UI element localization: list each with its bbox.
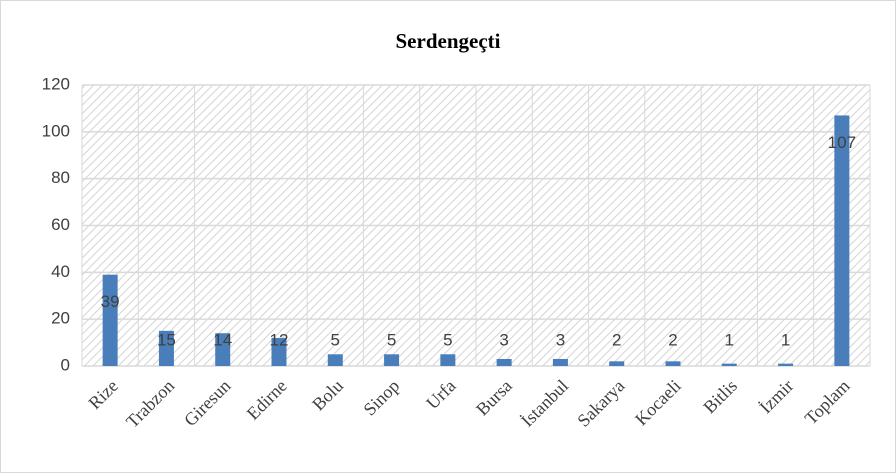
bar xyxy=(327,354,343,366)
data-label: 12 xyxy=(270,330,289,349)
data-label: 1 xyxy=(725,330,734,349)
y-tick-label: 20 xyxy=(51,309,70,328)
data-label: 14 xyxy=(213,330,232,349)
bar xyxy=(609,361,625,366)
y-tick-label: 100 xyxy=(42,121,70,140)
bar xyxy=(496,358,512,366)
bar xyxy=(102,274,118,366)
bar xyxy=(721,363,737,366)
data-label: 15 xyxy=(157,330,176,349)
bar xyxy=(271,337,287,366)
y-tick-label: 120 xyxy=(42,74,70,93)
bar xyxy=(158,330,174,366)
data-label: 2 xyxy=(612,330,621,349)
y-tick-label: 40 xyxy=(51,262,70,281)
data-label: 5 xyxy=(387,330,396,349)
data-label: 39 xyxy=(101,292,120,311)
data-label: 1 xyxy=(781,330,790,349)
bar xyxy=(834,115,850,366)
y-tick-label: 80 xyxy=(51,168,70,187)
bar xyxy=(440,354,456,366)
data-label: 5 xyxy=(331,330,340,349)
bar xyxy=(778,363,794,366)
chart-title: Serdengeçti xyxy=(396,29,501,53)
data-label: 5 xyxy=(443,330,452,349)
bar xyxy=(384,354,400,366)
bar xyxy=(552,358,568,366)
data-label: 3 xyxy=(556,330,565,349)
bar xyxy=(665,361,681,366)
data-label: 2 xyxy=(668,330,677,349)
bar xyxy=(215,333,231,366)
data-label: 107 xyxy=(828,133,856,152)
data-label: 3 xyxy=(499,330,508,349)
y-tick-label: 0 xyxy=(61,355,70,374)
y-tick-label: 60 xyxy=(51,215,70,234)
